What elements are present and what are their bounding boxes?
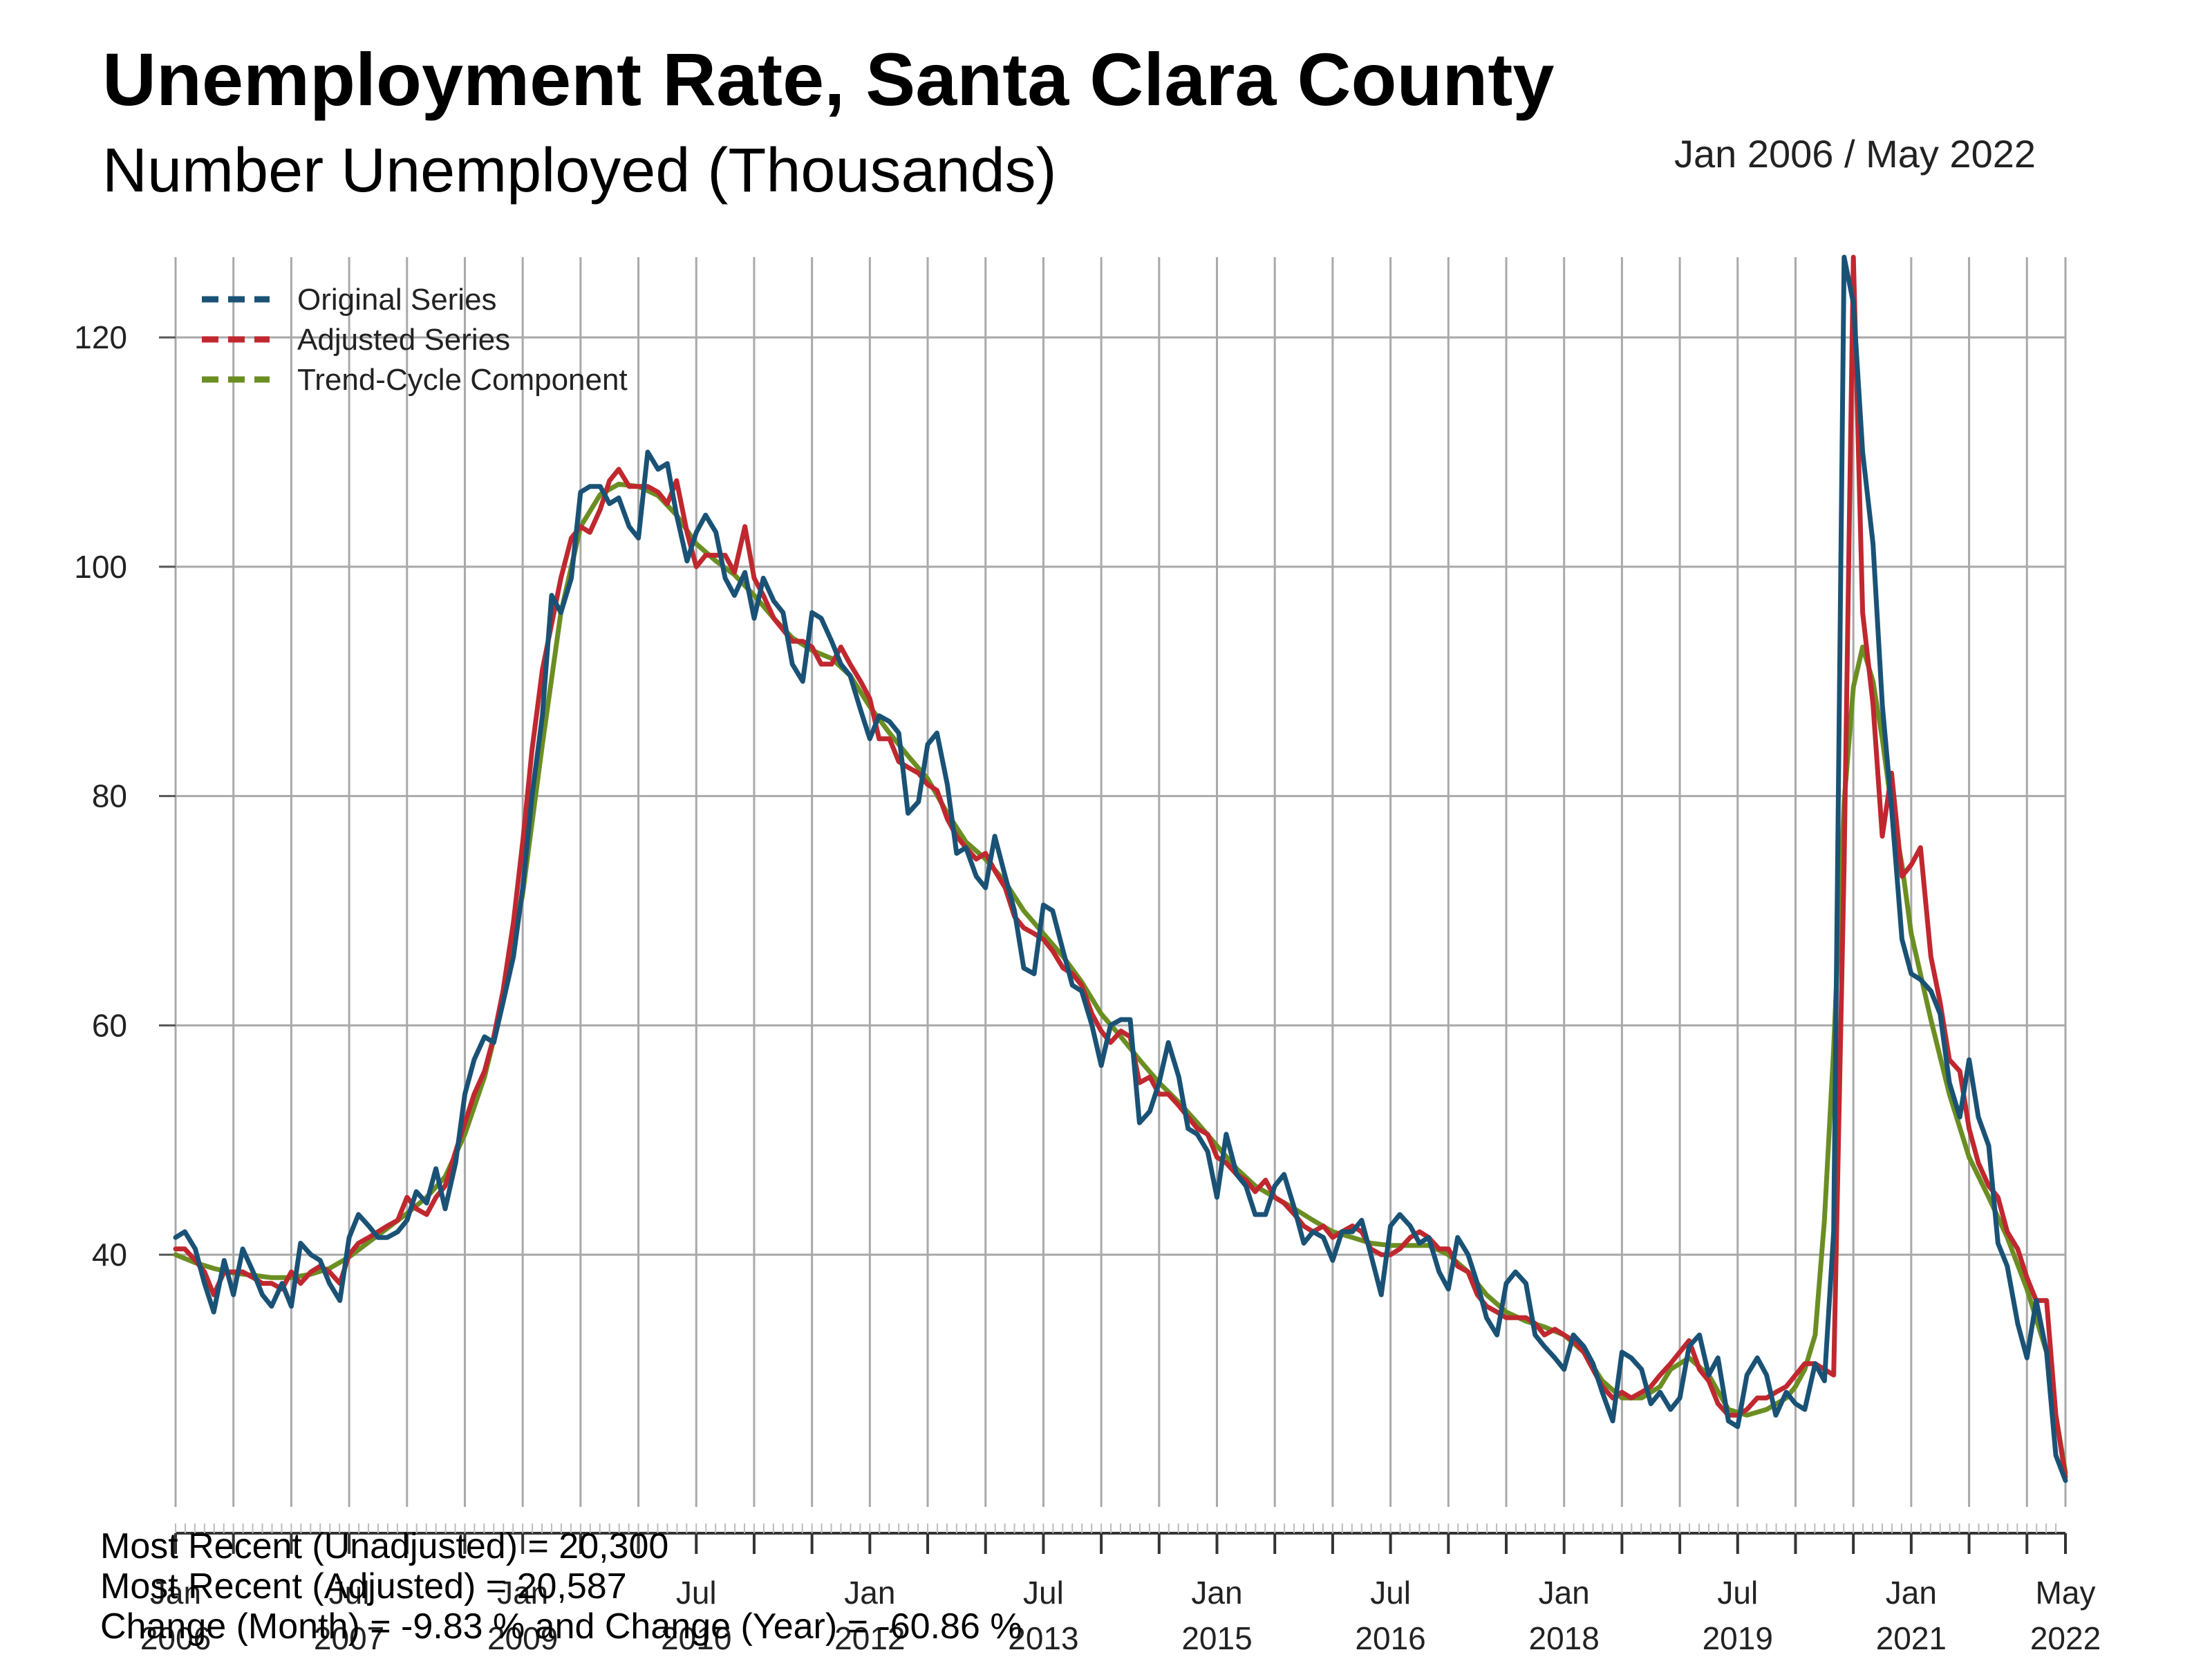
x-tick-label: Jan [1539, 1575, 1590, 1611]
series-line-original [173, 254, 2068, 1483]
legend-label-original: Original Series [297, 283, 497, 317]
date-range: Jan 2006 / May 2022 [1674, 132, 2036, 176]
legend: Original Series Adjusted Series Trend-Cy… [202, 283, 628, 397]
series-line-adjusted [173, 254, 2068, 1480]
x-tick-label: 2010 [661, 1620, 731, 1656]
y-tick-label: 100 [74, 549, 127, 585]
x-tick-label: Jan [1886, 1575, 1937, 1611]
x-tick-label: 2021 [1876, 1620, 1947, 1656]
x-tick-label: 2012 [834, 1620, 905, 1656]
x-tick-label: Jul [1023, 1575, 1064, 1611]
x-tick-label: Jul [1370, 1575, 1411, 1611]
y-tick-label: 60 [92, 1007, 127, 1043]
x-tick-label: 2015 [1181, 1620, 1252, 1656]
y-tick-label: 40 [92, 1237, 127, 1273]
legend-label-trend: Trend-Cycle Component [297, 363, 628, 397]
x-tick-label: Jul [676, 1575, 717, 1611]
x-tick-label: Jan [844, 1575, 895, 1611]
most-recent-adjusted: Most Recent (Adjusted) = 20,587 [100, 1566, 627, 1606]
x-tick-label: 2018 [1529, 1620, 1600, 1656]
chart-title: Unemployment Rate, Santa Clara County [102, 37, 1555, 121]
chart-subtitle: Number Unemployed (Thousands) [102, 136, 1057, 205]
x-tick-label: 2019 [1703, 1620, 1773, 1656]
x-tick-label: 2007 [314, 1620, 384, 1656]
x-tick-label: Jul [329, 1575, 370, 1611]
x-tick-label: Jan [497, 1575, 548, 1611]
y-tick-label: 120 [74, 319, 127, 355]
x-tick-label: 2022 [2030, 1620, 2101, 1656]
series-layer [173, 254, 2068, 1483]
footnotes: Most Recent (Unadjusted) = 20,300 Most R… [100, 1526, 1022, 1647]
x-tick-label: 2016 [1355, 1620, 1425, 1656]
legend-label-adjusted: Adjusted Series [297, 323, 510, 357]
change-summary: Change (Month) = -9.83 % and Change (Yea… [100, 1606, 1022, 1647]
x-tick-label: Jan [1191, 1575, 1242, 1611]
x-tick-label: 2013 [1008, 1620, 1078, 1656]
x-tick-label: Jan [150, 1575, 201, 1611]
grid-layer [174, 257, 2067, 1507]
x-tick-label: 2006 [140, 1620, 211, 1656]
series-line-trend [173, 481, 2068, 1475]
x-tick-label: May [2036, 1575, 2096, 1611]
axis-layer: 40 60 80 100 120 Jan 2006 Jul 2007 Jan 2009 Jul 2010… [74, 319, 2101, 1656]
most-recent-unadjusted: Most Recent (Unadjusted) = 20,300 [100, 1526, 669, 1566]
x-tick-label: 2009 [487, 1620, 558, 1656]
y-tick-label: 80 [92, 778, 127, 814]
x-tick-label: Jul [1717, 1575, 1758, 1611]
